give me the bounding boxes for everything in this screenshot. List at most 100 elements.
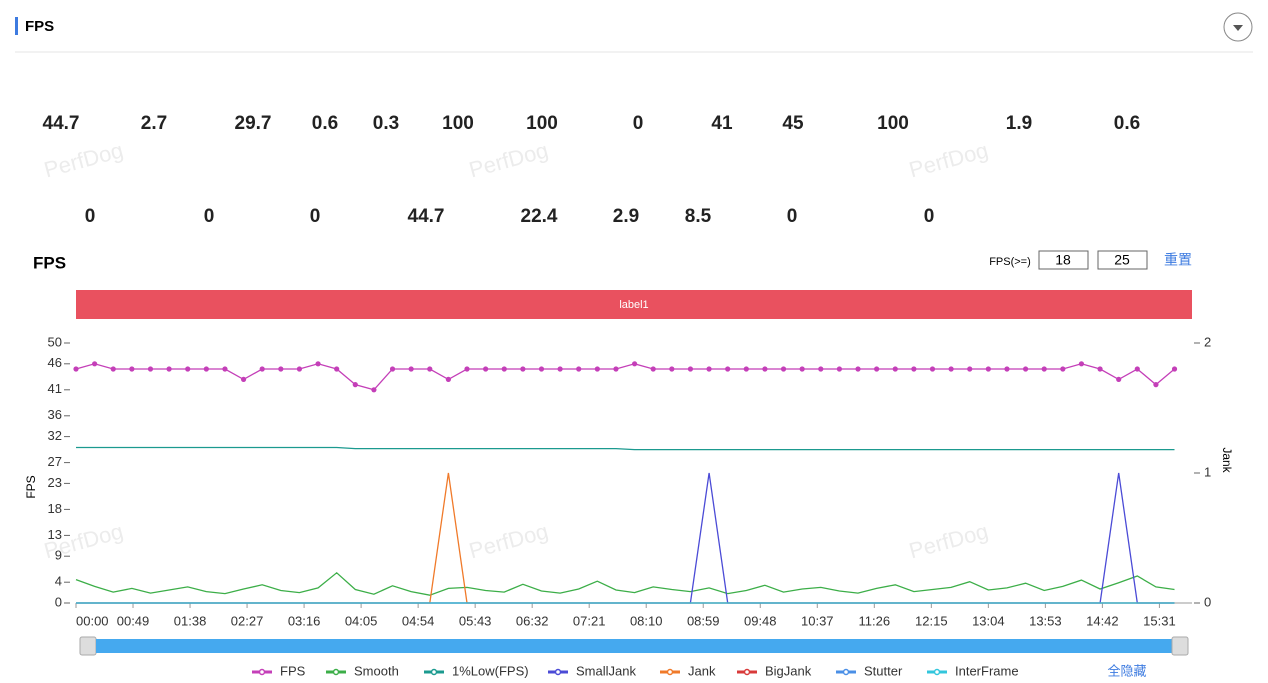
series-point <box>836 366 842 372</box>
series-point <box>799 366 805 372</box>
metric-value: 41 <box>711 113 733 134</box>
scroll-handle[interactable] <box>79 636 97 656</box>
metric-value: 2.9 <box>612 206 640 227</box>
series-point <box>371 387 377 393</box>
threshold-input[interactable] <box>1038 250 1089 270</box>
y-tick-label: 41 <box>48 381 62 396</box>
series-point <box>1097 366 1103 372</box>
series-point <box>166 366 172 372</box>
collapse-icon <box>1233 25 1243 31</box>
x-tick-label: 07:21 <box>573 613 606 628</box>
metric-value: 2.7 <box>140 113 168 134</box>
series-line <box>75 571 1175 596</box>
series-point <box>222 366 228 372</box>
metrics-panel: Avg(FPS)44.7Smooth(稳帧指数)2.71%Low(FPS)29.… <box>0 0 1268 240</box>
series-point <box>259 366 265 372</box>
series-point <box>594 366 600 372</box>
x-tick-label: 04:05 <box>345 613 378 628</box>
y-tick-label: 4 <box>55 574 62 589</box>
y-tick-label: 27 <box>48 454 62 469</box>
metric-value: 0 <box>923 206 935 227</box>
legend-label[interactable]: 1%Low(FPS) <box>452 663 529 678</box>
x-tick-label: 09:48 <box>744 613 777 628</box>
series-point <box>706 366 712 372</box>
series-point <box>855 366 861 372</box>
x-tick-label: 08:10 <box>630 613 663 628</box>
series-point <box>427 366 433 372</box>
y-tick-label: 46 <box>48 355 62 370</box>
segment-bar[interactable] <box>76 290 1192 319</box>
legend-marker <box>258 668 266 676</box>
x-tick-label: 13:53 <box>1029 613 1062 628</box>
metric-value: 0.3 <box>372 113 400 134</box>
series-point <box>520 366 526 372</box>
series-point <box>687 366 694 372</box>
metric-value: 0.6 <box>1113 113 1141 134</box>
metric-value: 0 <box>309 206 321 227</box>
legend-label[interactable]: Jank <box>688 663 716 678</box>
series-point <box>576 366 582 372</box>
series-point <box>1022 366 1029 372</box>
y-tick-label: 32 <box>48 428 62 443</box>
legend-label[interactable]: BigJank <box>765 663 812 678</box>
series-point <box>669 366 675 372</box>
hide-all-button[interactable]: 全隐藏 <box>1107 663 1146 678</box>
scroll-handle[interactable] <box>1171 636 1189 656</box>
threshold-input[interactable] <box>1097 250 1148 270</box>
metric-value: 29.7 <box>234 113 272 134</box>
series-point <box>389 366 396 372</box>
legend-marker <box>430 668 438 676</box>
legend-label[interactable]: InterFrame <box>955 663 1019 678</box>
legend-label[interactable]: Smooth <box>354 663 399 678</box>
y2-tick-label: 2 <box>1204 334 1211 349</box>
metric-value: 100 <box>526 113 558 134</box>
title-accent <box>15 17 18 35</box>
x-tick-label: 10:37 <box>801 613 834 628</box>
series-point <box>408 366 414 372</box>
series-point <box>334 366 340 372</box>
x-tick-label: 05:43 <box>459 613 492 628</box>
series-point <box>743 366 749 372</box>
x-tick-label: 12:15 <box>915 613 948 628</box>
x-tick-label: 00:00 <box>76 613 109 628</box>
series-point <box>948 366 954 372</box>
series-point <box>1041 366 1047 372</box>
series-point <box>185 366 191 372</box>
y-tick-label: 9 <box>55 548 62 563</box>
legend-label[interactable]: SmallJank <box>576 663 636 678</box>
series-point <box>538 366 545 372</box>
threshold-label: FPS(>=) <box>989 256 1031 268</box>
series-point <box>874 366 880 372</box>
metric-value: 44.7 <box>42 113 80 134</box>
series-point <box>762 366 768 372</box>
legend-marker <box>842 668 850 676</box>
metric-value: 8.5 <box>684 206 712 227</box>
x-tick-label: 01:38 <box>174 613 207 628</box>
scroll-bar[interactable] <box>96 639 1172 653</box>
legend-marker <box>554 668 562 676</box>
series-point <box>240 376 247 382</box>
metric-value: 0.6 <box>311 113 339 134</box>
metric-value: 0 <box>786 206 798 227</box>
reset-button[interactable]: 重置 <box>1164 252 1192 268</box>
metric-value: 1.9 <box>1005 113 1033 134</box>
series-line <box>76 446 1175 451</box>
legend-marker <box>933 668 941 676</box>
y-axis-label: FPS <box>24 475 38 498</box>
metric-value: 100 <box>442 113 474 134</box>
series-point <box>1171 366 1178 372</box>
series-point <box>1004 366 1010 372</box>
y2-axis-label: Jank <box>1220 447 1234 473</box>
threshold-value: 18 <box>1055 252 1071 268</box>
x-tick-label: 00:49 <box>117 613 150 628</box>
series-point <box>818 366 824 372</box>
legend-label[interactable]: Stutter <box>864 663 903 678</box>
y-tick-label: 50 <box>48 334 62 349</box>
series-point <box>613 366 619 372</box>
series-point <box>631 361 638 367</box>
series-point <box>110 366 116 372</box>
legend-label[interactable]: FPS <box>280 663 306 678</box>
series-point <box>315 361 321 367</box>
y-tick-label: 23 <box>48 475 62 490</box>
